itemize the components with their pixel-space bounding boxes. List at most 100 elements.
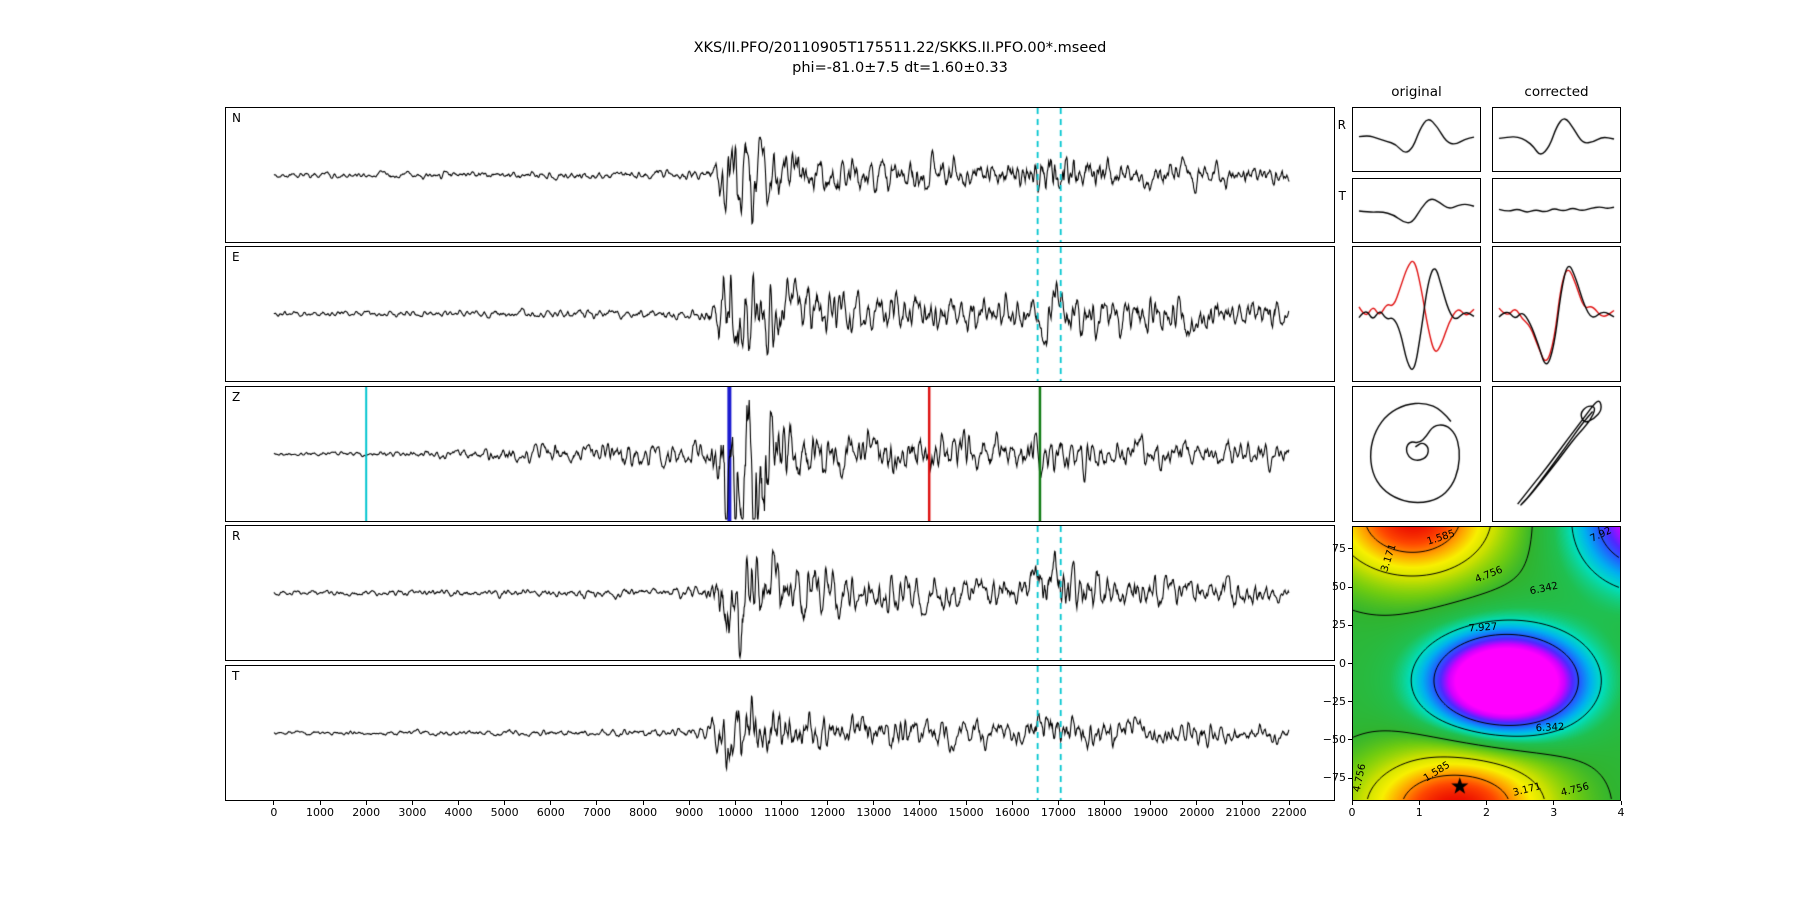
figure-title: XKS/II.PFO/20110905T175511.22/SKKS.II.PF…: [0, 38, 1800, 78]
x-axis-tick-mark: [1196, 801, 1198, 805]
x-axis-tick-label: 12000: [810, 806, 846, 819]
x-axis-tick-label: 18000: [1087, 806, 1123, 819]
energy-map-x-tick-mark: [1351, 801, 1353, 805]
x-axis-tick-mark: [457, 801, 459, 805]
particle-motion-panel-original: [1352, 386, 1481, 522]
x-axis-tick-mark: [1104, 801, 1106, 805]
waveform-panel-R: R: [225, 525, 1335, 661]
waveform-panel-N: N: [225, 107, 1335, 243]
x-axis-tick-mark: [734, 801, 736, 805]
pulse-panel-R-original: [1352, 107, 1481, 172]
x-axis-tick-mark: [1011, 801, 1013, 805]
panel-component-label-N: N: [232, 111, 241, 125]
pulse-panel-T-corrected: [1492, 178, 1621, 243]
x-axis-tick-label: 13000: [856, 806, 892, 819]
waveform-panel-E: E: [225, 246, 1335, 382]
waveform-panel-T: T: [225, 665, 1335, 801]
compare-panel-corrected-canvas: [1493, 247, 1620, 381]
x-axis-tick-label: 7000: [582, 806, 611, 819]
energy-map-x-tick-label: 2: [1483, 806, 1490, 819]
panel-component-label-R: R: [232, 529, 241, 543]
x-axis-tick-label: 15000: [948, 806, 984, 819]
column-header-corrected: corrected: [1524, 84, 1589, 100]
x-axis-tick-label: 22000: [1271, 806, 1307, 819]
x-axis-tick-label: 6000: [536, 806, 565, 819]
x-axis-tick-label: 16000: [994, 806, 1030, 819]
x-axis-tick-label: 19000: [1133, 806, 1169, 819]
x-axis-tick-mark: [1242, 801, 1244, 805]
energy-map-x-tick-mark: [1418, 801, 1420, 805]
energy-map-y-tick-label: 75: [1332, 541, 1346, 555]
x-axis-tick-mark: [781, 801, 783, 805]
pulse-panel-T-original-canvas: [1353, 179, 1480, 242]
x-axis-tick-label: 21000: [1225, 806, 1261, 819]
energy-map-x-tick-label: 1: [1415, 806, 1423, 819]
x-axis-tick-mark: [919, 801, 921, 805]
x-axis-tick-mark: [873, 801, 875, 805]
particle-motion-panel-corrected: [1492, 386, 1621, 522]
x-axis-tick-label: 8000: [629, 806, 658, 819]
x-axis-tick-mark: [319, 801, 321, 805]
energy-map-y-tick-mark: [1348, 777, 1352, 779]
energy-map-y-tick-label: −25: [1322, 694, 1346, 708]
energy-map-y-tick-mark: [1348, 624, 1352, 626]
energy-map-y-tick-label: −50: [1322, 732, 1346, 746]
x-axis-tick-mark: [504, 801, 506, 805]
x-axis-tick-mark: [1288, 801, 1290, 805]
x-axis-tick-mark: [1150, 801, 1152, 805]
column-header-original: original: [1391, 84, 1442, 100]
x-axis-tick-mark: [411, 801, 413, 805]
particle-motion-panel-original-canvas: [1353, 387, 1480, 521]
energy-map-x-tick-label: 4: [1617, 806, 1625, 819]
waveform-panel-R-canvas: [226, 526, 1334, 660]
pulse-panel-T-original: [1352, 178, 1481, 243]
waveform-panel-Z: Z: [225, 386, 1335, 522]
panel-component-label-E: E: [232, 250, 240, 264]
x-axis-tick-mark: [365, 801, 367, 805]
pulse-panel-T-corrected-canvas: [1493, 179, 1620, 242]
energy-map-x-tick-mark: [1620, 801, 1622, 805]
x-axis-tick-label: 20000: [1179, 806, 1215, 819]
energy-map-canvas: [1353, 527, 1620, 800]
x-axis-tick-label: 9000: [675, 806, 704, 819]
x-axis-tick-label: 11000: [764, 806, 800, 819]
pulse-panel-R-corrected-canvas: [1493, 108, 1620, 171]
energy-map-x-tick-label: 0: [1348, 806, 1356, 819]
energy-map-x-tick-label: 3: [1550, 806, 1558, 819]
x-axis-tick-label: 5000: [490, 806, 519, 819]
x-axis-tick-mark: [273, 801, 275, 805]
pulse-row-label-t: T: [1338, 189, 1346, 203]
energy-map-y-tick-mark: [1348, 586, 1352, 588]
pulse-panel-R-corrected: [1492, 107, 1621, 172]
x-axis-tick-mark: [596, 801, 598, 805]
x-axis-tick-label: 0: [270, 806, 278, 819]
x-axis-tick-mark: [827, 801, 829, 805]
x-axis-tick-label: 14000: [902, 806, 938, 819]
particle-motion-panel-corrected-canvas: [1493, 387, 1620, 521]
energy-map-y-tick-mark: [1348, 663, 1352, 664]
energy-map-y-tick-label: −75: [1322, 771, 1346, 785]
waveform-panel-N-canvas: [226, 108, 1334, 242]
panel-component-label-Z: Z: [232, 390, 241, 404]
compare-panel-original: [1352, 246, 1481, 382]
panel-component-label-T: T: [232, 669, 240, 683]
waveform-panel-Z-canvas: [226, 387, 1334, 521]
energy-map-y-tick-label: 0: [1339, 656, 1346, 670]
x-axis-tick-label: 4000: [444, 806, 473, 819]
x-axis-tick-mark: [642, 801, 644, 805]
pulse-panel-R-original-canvas: [1353, 108, 1480, 171]
waveform-panel-E-canvas: [226, 247, 1334, 381]
x-axis-tick-mark: [550, 801, 552, 805]
energy-map-y-tick-mark: [1348, 701, 1352, 703]
energy-map-y-tick-mark: [1348, 739, 1352, 741]
x-axis-tick-mark: [1057, 801, 1059, 805]
energy-map-x-tick-mark: [1553, 801, 1555, 805]
x-axis-tick-label: 17000: [1040, 806, 1076, 819]
x-axis-tick-label: 1000: [306, 806, 335, 819]
x-axis-tick-label: 10000: [717, 806, 753, 819]
x-axis-tick-mark: [965, 801, 967, 805]
title-line1: XKS/II.PFO/20110905T175511.22/SKKS.II.PF…: [693, 40, 1107, 56]
title-line2: phi=-81.0±7.5 dt=1.60±0.33: [792, 60, 1008, 76]
energy-map-y-tick-label: 50: [1332, 580, 1346, 594]
